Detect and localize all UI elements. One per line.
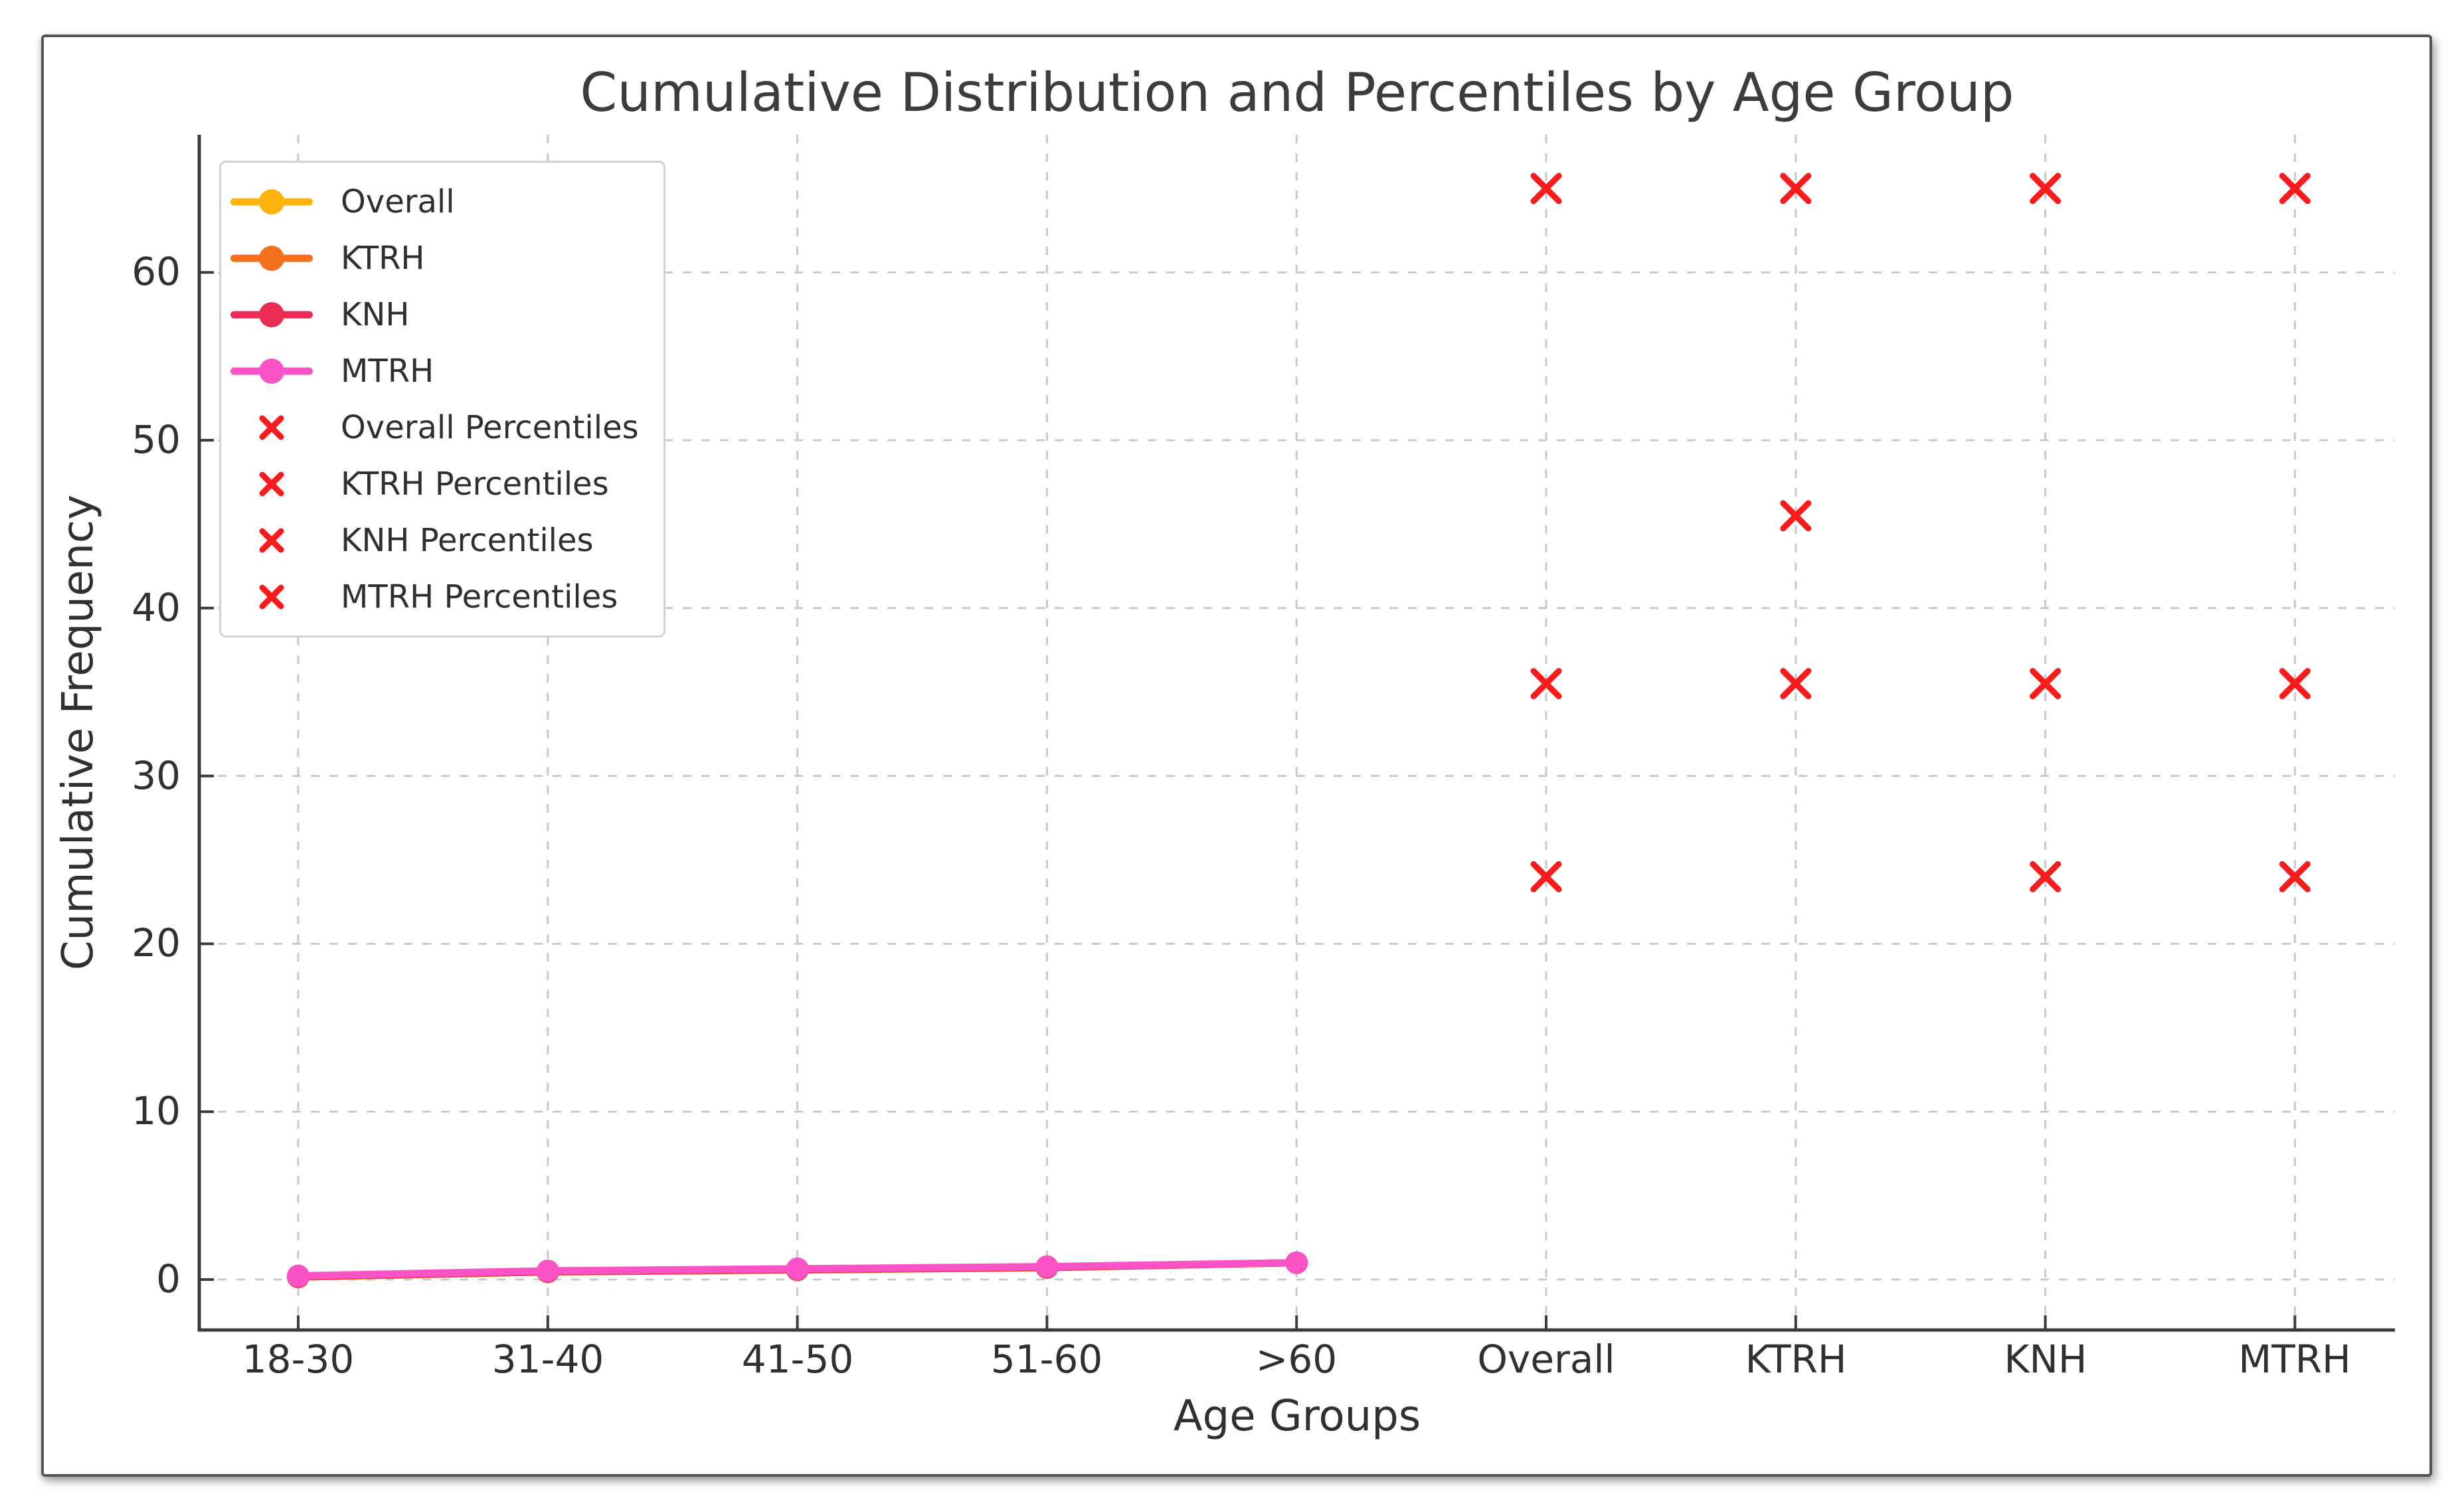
legend-label: KNH: [341, 295, 410, 333]
y-tick-label: 30: [132, 753, 181, 799]
x-tick-label: 41-50: [741, 1337, 854, 1382]
y-tick-label: 50: [132, 417, 181, 463]
y-tick-label: 40: [132, 585, 181, 631]
legend-label: Overall Percentiles: [341, 408, 639, 446]
x-marker-icon: [230, 467, 313, 501]
legend-label: KTRH: [341, 239, 425, 277]
y-tick-label: 20: [132, 920, 181, 966]
legend-label: MTRH Percentiles: [341, 578, 618, 616]
x-tick-label: Overall: [1477, 1337, 1615, 1382]
legend-label: KNH Percentiles: [341, 521, 594, 559]
legend: Overall KTRH KNH MTRH Overall Percentile…: [219, 161, 665, 637]
legend-label: Overall: [341, 183, 455, 220]
legend-label: KTRH Percentiles: [341, 465, 609, 503]
x-marker-icon: [230, 410, 313, 445]
x-marker-icon: [230, 523, 313, 558]
x-axis-label: Age Groups: [1173, 1392, 1421, 1441]
legend-item-knh: KNH: [221, 296, 663, 333]
legend-item-ktrh: KTRH: [221, 240, 663, 277]
overall-line-swatch-icon: [230, 185, 313, 219]
y-tick-label: 10: [132, 1088, 181, 1134]
x-tick-label: KTRH: [1745, 1337, 1847, 1382]
knh-line-swatch-icon: [230, 297, 313, 332]
legend-item-knh-percentiles: KNH Percentiles: [221, 522, 663, 559]
legend-item-overall: Overall: [221, 183, 663, 220]
legend-label: MTRH: [341, 352, 434, 390]
chart-title: Cumulative Distribution and Percentiles …: [580, 62, 2014, 124]
x-tick-label: 18-30: [242, 1337, 355, 1382]
legend-item-mtrh-percentiles: MTRH Percentiles: [221, 578, 663, 616]
x-tick-label: KNH: [2004, 1337, 2087, 1382]
y-tick-label: 60: [132, 249, 181, 295]
legend-item-ktrh-percentiles: KTRH Percentiles: [221, 465, 663, 503]
x-tick-label: 51-60: [990, 1337, 1103, 1382]
legend-item-mtrh: MTRH: [221, 353, 663, 390]
y-axis-label: Cumulative Frequency: [53, 494, 103, 971]
x-tick-label: 31-40: [491, 1337, 604, 1382]
legend-item-overall-percentiles: Overall Percentiles: [221, 409, 663, 446]
x-tick-label: MTRH: [2238, 1337, 2351, 1382]
x-marker-icon: [230, 580, 313, 614]
y-tick-label: 0: [156, 1256, 181, 1302]
mtrh-line-swatch-icon: [230, 354, 313, 388]
x-tick-label: >60: [1255, 1337, 1338, 1382]
ktrh-line-swatch-icon: [230, 241, 313, 276]
